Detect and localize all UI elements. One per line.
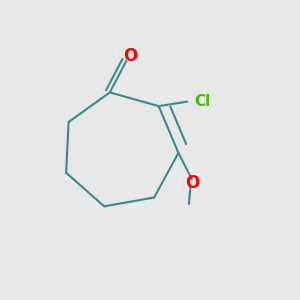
Text: O: O	[185, 174, 199, 192]
Text: O: O	[123, 47, 137, 65]
Text: Cl: Cl	[194, 94, 210, 109]
